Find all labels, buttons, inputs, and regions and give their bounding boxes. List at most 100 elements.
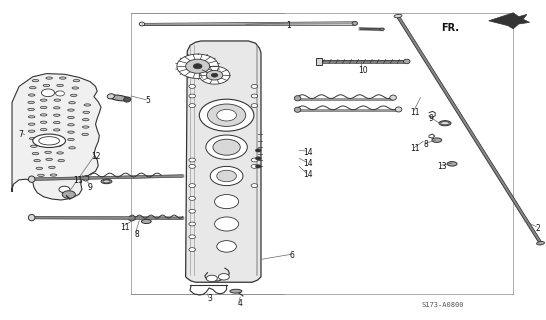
- Circle shape: [62, 191, 75, 198]
- Text: 8: 8: [424, 140, 428, 149]
- Ellipse shape: [82, 119, 89, 121]
- Circle shape: [189, 235, 195, 239]
- Text: 9: 9: [429, 114, 434, 123]
- Ellipse shape: [441, 122, 449, 125]
- Ellipse shape: [49, 166, 55, 169]
- Circle shape: [206, 275, 217, 282]
- Circle shape: [218, 274, 229, 280]
- Text: 7: 7: [19, 130, 23, 139]
- Ellipse shape: [141, 220, 151, 223]
- Text: 11: 11: [73, 176, 83, 185]
- Circle shape: [210, 166, 243, 186]
- Ellipse shape: [123, 97, 131, 102]
- Ellipse shape: [28, 94, 35, 96]
- Ellipse shape: [68, 116, 74, 119]
- Ellipse shape: [83, 111, 90, 114]
- Ellipse shape: [43, 143, 50, 146]
- Ellipse shape: [39, 137, 60, 145]
- Ellipse shape: [70, 94, 77, 97]
- Circle shape: [189, 209, 195, 213]
- Circle shape: [251, 84, 258, 88]
- Circle shape: [211, 73, 218, 77]
- Ellipse shape: [54, 122, 60, 124]
- Text: 5: 5: [145, 96, 150, 105]
- Circle shape: [251, 184, 258, 188]
- Text: 6: 6: [290, 252, 294, 260]
- Text: S173-A0800: S173-A0800: [421, 302, 464, 308]
- Circle shape: [189, 104, 195, 108]
- Circle shape: [217, 241, 236, 252]
- Ellipse shape: [40, 129, 47, 131]
- Text: FR.: FR.: [441, 23, 459, 33]
- Ellipse shape: [41, 136, 48, 138]
- Circle shape: [189, 248, 195, 252]
- Ellipse shape: [72, 87, 79, 89]
- Ellipse shape: [28, 123, 35, 125]
- Text: 11: 11: [410, 144, 420, 153]
- Ellipse shape: [41, 92, 48, 94]
- Ellipse shape: [103, 180, 110, 183]
- Circle shape: [213, 139, 240, 155]
- Ellipse shape: [32, 80, 39, 82]
- Ellipse shape: [40, 99, 47, 101]
- Text: 14: 14: [304, 170, 313, 179]
- Circle shape: [177, 54, 218, 78]
- Circle shape: [217, 170, 236, 182]
- Text: 11: 11: [120, 223, 129, 232]
- Ellipse shape: [28, 176, 35, 182]
- Ellipse shape: [68, 109, 74, 111]
- Circle shape: [189, 196, 195, 200]
- Ellipse shape: [84, 104, 91, 106]
- Circle shape: [189, 94, 195, 98]
- Bar: [316, 58, 322, 65]
- Ellipse shape: [537, 242, 544, 245]
- Ellipse shape: [43, 84, 50, 87]
- Circle shape: [59, 186, 70, 193]
- Text: 4: 4: [238, 299, 242, 308]
- Circle shape: [251, 104, 258, 108]
- Ellipse shape: [40, 106, 47, 109]
- Ellipse shape: [101, 179, 112, 184]
- Ellipse shape: [56, 92, 62, 94]
- Circle shape: [186, 59, 210, 73]
- Ellipse shape: [28, 214, 35, 221]
- Ellipse shape: [46, 77, 52, 79]
- Ellipse shape: [57, 84, 63, 87]
- Ellipse shape: [380, 28, 384, 30]
- Circle shape: [206, 135, 247, 159]
- Ellipse shape: [58, 160, 64, 162]
- Ellipse shape: [29, 138, 36, 140]
- Circle shape: [189, 184, 195, 188]
- Ellipse shape: [69, 147, 75, 149]
- Ellipse shape: [36, 167, 43, 170]
- Polygon shape: [489, 13, 530, 29]
- Text: 2: 2: [536, 224, 540, 233]
- Ellipse shape: [40, 114, 47, 116]
- Circle shape: [256, 157, 261, 160]
- Circle shape: [256, 149, 261, 152]
- Circle shape: [199, 66, 230, 84]
- Ellipse shape: [57, 152, 63, 154]
- Ellipse shape: [50, 174, 57, 176]
- Ellipse shape: [395, 107, 402, 112]
- Circle shape: [251, 158, 258, 162]
- Circle shape: [215, 217, 239, 231]
- Circle shape: [56, 91, 64, 96]
- Text: 8: 8: [134, 230, 139, 239]
- Circle shape: [206, 70, 223, 80]
- Ellipse shape: [34, 160, 40, 162]
- Ellipse shape: [31, 145, 37, 147]
- Ellipse shape: [29, 87, 36, 89]
- Text: 14: 14: [304, 159, 313, 168]
- Ellipse shape: [45, 151, 51, 154]
- Ellipse shape: [109, 95, 129, 101]
- Ellipse shape: [73, 80, 80, 82]
- Ellipse shape: [54, 136, 61, 139]
- Circle shape: [251, 94, 258, 98]
- Circle shape: [215, 195, 239, 209]
- Ellipse shape: [54, 129, 60, 131]
- Ellipse shape: [107, 94, 115, 99]
- Ellipse shape: [294, 107, 301, 112]
- Ellipse shape: [28, 108, 34, 111]
- Ellipse shape: [46, 158, 52, 161]
